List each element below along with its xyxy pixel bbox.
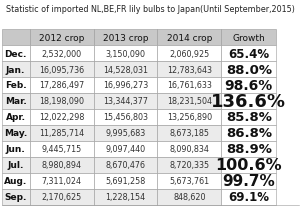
Text: 7,311,024: 7,311,024 — [42, 177, 82, 186]
Text: 13,344,377: 13,344,377 — [103, 97, 148, 106]
Text: 11,285,714: 11,285,714 — [39, 129, 84, 138]
Text: Jan.: Jan. — [6, 65, 25, 74]
Text: Dec.: Dec. — [4, 49, 27, 58]
Text: Growth: Growth — [232, 33, 265, 42]
Text: 18,231,504: 18,231,504 — [167, 97, 212, 106]
Text: 848,620: 848,620 — [173, 193, 206, 201]
Text: 13,256,890: 13,256,890 — [167, 113, 212, 122]
Text: Aug.: Aug. — [4, 177, 27, 186]
Text: 17,286,497: 17,286,497 — [39, 81, 84, 90]
Text: 2013 crop: 2013 crop — [103, 33, 148, 42]
Text: 9,445,715: 9,445,715 — [41, 145, 82, 154]
Text: 14,528,031: 14,528,031 — [103, 65, 148, 74]
Text: 16,095,736: 16,095,736 — [39, 65, 84, 74]
Text: 5,673,761: 5,673,761 — [169, 177, 209, 186]
Text: 16,996,273: 16,996,273 — [103, 81, 148, 90]
Text: 88.9%: 88.9% — [226, 143, 272, 156]
Text: 88.0%: 88.0% — [226, 63, 272, 76]
Text: Jul.: Jul. — [8, 161, 24, 170]
Text: 69.1%: 69.1% — [228, 191, 269, 204]
Text: 85.8%: 85.8% — [226, 111, 272, 124]
Text: 2012 crop: 2012 crop — [39, 33, 84, 42]
Text: 8,980,894: 8,980,894 — [42, 161, 82, 170]
Text: 9,995,683: 9,995,683 — [105, 129, 146, 138]
Text: 2,170,625: 2,170,625 — [41, 193, 82, 201]
Text: Sep.: Sep. — [4, 193, 27, 201]
Text: 8,670,476: 8,670,476 — [106, 161, 146, 170]
Text: 8,673,185: 8,673,185 — [169, 129, 209, 138]
Text: 2014 crop: 2014 crop — [167, 33, 212, 42]
Text: Apr.: Apr. — [6, 113, 26, 122]
Text: 18,198,090: 18,198,090 — [39, 97, 84, 106]
Text: 2,532,000: 2,532,000 — [42, 49, 82, 58]
Text: 12,022,298: 12,022,298 — [39, 113, 84, 122]
Text: Mar.: Mar. — [5, 97, 26, 106]
Text: 86.8%: 86.8% — [226, 127, 272, 140]
Text: 100.6%: 100.6% — [215, 158, 282, 173]
Text: 2,060,925: 2,060,925 — [169, 49, 209, 58]
Text: 5,691,258: 5,691,258 — [105, 177, 146, 186]
Text: Statistic of imported NL,BE,FR lily bulbs to Japan(Until September,2015): Statistic of imported NL,BE,FR lily bulb… — [6, 5, 294, 14]
Text: 12,783,643: 12,783,643 — [167, 65, 212, 74]
Text: 16,761,633: 16,761,633 — [167, 81, 212, 90]
Text: 65.4%: 65.4% — [228, 47, 269, 60]
Text: May.: May. — [4, 129, 27, 138]
Text: 15,456,803: 15,456,803 — [103, 113, 148, 122]
Text: 3,150,090: 3,150,090 — [106, 49, 146, 58]
Text: 9,097,440: 9,097,440 — [105, 145, 146, 154]
Text: Feb.: Feb. — [5, 81, 26, 90]
Text: 136.6%: 136.6% — [211, 92, 286, 110]
Text: 1,228,154: 1,228,154 — [105, 193, 146, 201]
Text: Jun.: Jun. — [6, 145, 26, 154]
Text: 8,090,834: 8,090,834 — [169, 145, 209, 154]
Text: 99.7%: 99.7% — [222, 174, 275, 188]
Text: 8,720,335: 8,720,335 — [169, 161, 209, 170]
Text: 98.6%: 98.6% — [225, 79, 273, 92]
